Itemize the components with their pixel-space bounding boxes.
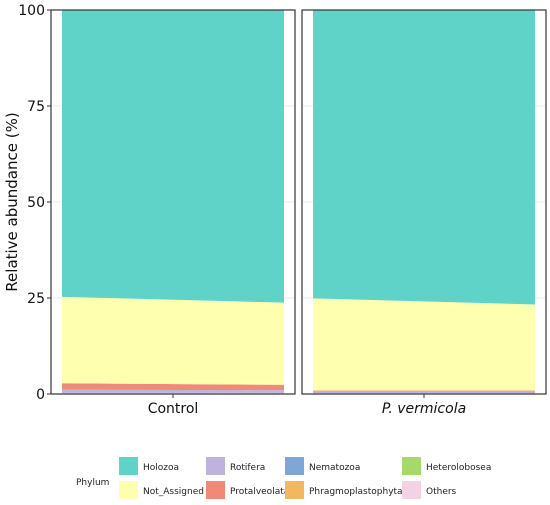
y-axis-title: Relative abundance (%) [3,112,21,291]
area-holozoa [62,10,284,303]
area-not-assigned [313,298,535,391]
area-not-assigned [62,296,284,385]
legend-label: Holozoa [143,463,179,473]
y-tick-label: 75 [27,99,45,115]
legend-label: Rotifera [230,463,265,473]
x-tick-label: P. vermicola [382,401,466,417]
legend-label: Phragmoplastophyta [309,487,403,497]
legend-key-nematozoa [285,457,304,475]
legend-key-heterolobosea [402,457,421,475]
area-rotifera [313,390,535,394]
area-holozoa [313,10,535,305]
legend-key-protalveolata [206,481,225,499]
legend-label: Not_Assigned [143,487,204,497]
legend-label: Protalveolata [230,487,289,497]
x-tick-label: Control [148,401,199,417]
y-tick-label: 50 [27,195,45,211]
y-tick-label: 25 [27,291,45,307]
legend-label: Nematozoa [309,463,360,473]
area-protalveolata [62,383,284,391]
legend-label: Others [426,487,457,497]
legend-key-not-assigned [119,481,138,499]
area-rotifera [62,389,284,393]
legend-key-rotifera [206,457,225,475]
legend-key-phragmoplastophyta [285,481,304,499]
legend-key-holozoa [119,457,138,475]
legend-label: Heterolobosea [426,463,491,473]
legend-title: Phylum [76,478,109,488]
y-tick-label: 100 [18,3,45,19]
legend-key-others [402,481,421,499]
y-tick-label: 0 [36,387,45,403]
